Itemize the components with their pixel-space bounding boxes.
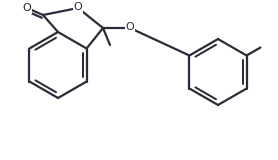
Text: O: O	[74, 2, 82, 12]
Text: O: O	[23, 3, 31, 13]
Text: O: O	[126, 22, 134, 32]
